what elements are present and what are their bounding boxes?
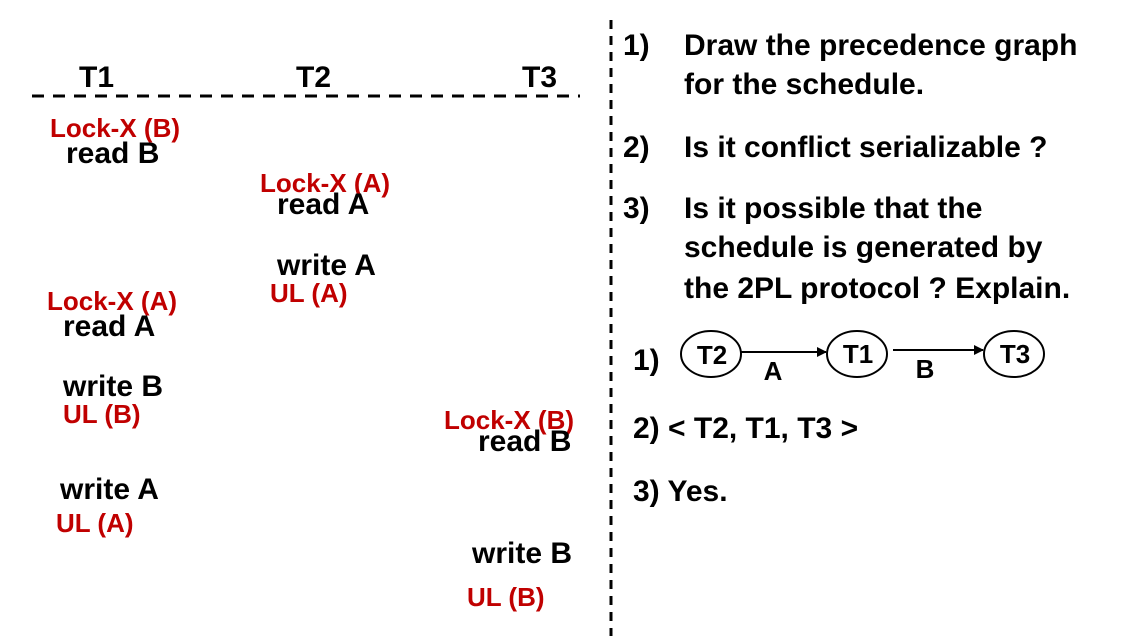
question-1-number: 1) (623, 29, 650, 62)
t1-write-a: write A (60, 473, 159, 506)
t3-ul-b: UL (B) (467, 582, 545, 612)
answer-1-label: 1) (633, 344, 660, 377)
graph-node-t2-label: T2 (697, 340, 727, 370)
answer-3-yes: 3) Yes. (633, 475, 728, 508)
question-3-number: 3) (623, 192, 650, 225)
t2-ul-a: UL (A) (270, 278, 348, 308)
question-3-line-2: schedule is generated by (684, 231, 1043, 264)
graph-node-t1 (826, 330, 888, 378)
graph-node-t1-label: T1 (843, 339, 873, 369)
t1-read-a: read A (63, 310, 156, 343)
t2-lock-x-a: Lock-X (A) (260, 168, 390, 198)
t3-read-b: read B (478, 425, 572, 458)
question-3-line-1: Is it possible that the (684, 192, 983, 225)
t3-lock-x-b: Lock-X (B) (444, 405, 574, 435)
graph-edge-label-a: A (764, 356, 783, 386)
t1-write-b: write B (63, 370, 164, 403)
graph-node-t3-label: T3 (1000, 339, 1030, 369)
question-2-number: 2) (623, 131, 650, 164)
graph-edge-label-b: B (916, 354, 935, 384)
graph-node-t3 (983, 330, 1045, 378)
question-1-line-2: for the schedule. (684, 68, 925, 101)
graph-node-t2 (680, 330, 742, 378)
question-1-line-1: Draw the precedence graph (684, 29, 1078, 62)
question-2-line-1: Is it conflict serializable ? (684, 131, 1048, 164)
t1-ul-a: UL (A) (56, 508, 134, 538)
header-t1: T1 (79, 61, 115, 94)
t1-read-b: read B (66, 137, 160, 170)
t1-ul-b: UL (B) (63, 399, 141, 429)
t3-write-b: write B (472, 537, 573, 570)
t1-lock-x-a: Lock-X (A) (47, 286, 177, 316)
t2-read-a: read A (277, 188, 370, 221)
t2-write-a: write A (277, 249, 376, 282)
answer-2-serial-order: 2) < T2, T1, T3 > (633, 412, 859, 445)
t1-lock-x-b: Lock-X (B) (50, 113, 180, 143)
question-3-line-3: the 2PL protocol ? Explain. (684, 272, 1071, 305)
header-t2: T2 (296, 61, 332, 94)
header-t3: T3 (522, 61, 558, 94)
